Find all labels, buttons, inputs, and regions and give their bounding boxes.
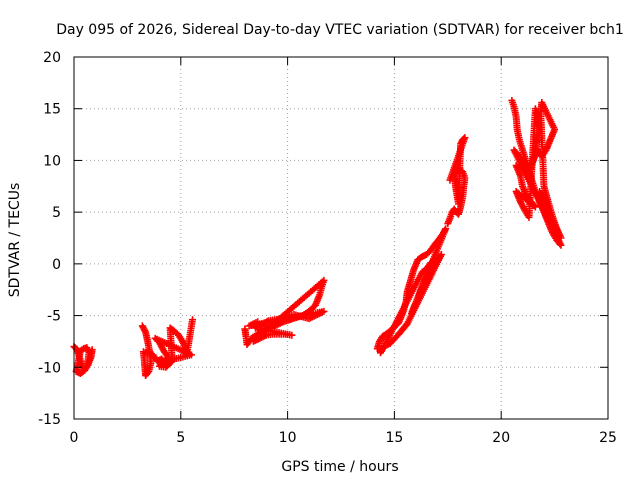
x-tick-label: 0 — [70, 430, 79, 446]
data-point — [446, 176, 454, 184]
chart-title: Day 095 of 2026, Sidereal Day-to-day VTE… — [56, 22, 624, 38]
y-tick-label: 5 — [52, 205, 61, 221]
x-tick-label: 10 — [279, 430, 297, 446]
data-point — [427, 259, 435, 267]
data-point — [189, 316, 197, 324]
y-tick-label: 10 — [43, 153, 61, 169]
data-point — [254, 318, 262, 326]
y-tick-label: -10 — [38, 360, 61, 376]
y-tick-label: -5 — [47, 309, 61, 325]
y-tick-label: 0 — [52, 257, 61, 273]
plot-frame — [73, 56, 609, 420]
data-point — [167, 358, 175, 366]
y-tick-label: 15 — [43, 102, 61, 118]
data-point — [548, 223, 556, 231]
x-tick-label: 25 — [599, 430, 617, 446]
x-tick-label: 20 — [492, 430, 510, 446]
x-tick-label: 15 — [385, 430, 403, 446]
y-axis-label: SDTVAR / TECUs — [7, 183, 23, 298]
x-axis-label: GPS time / hours — [281, 459, 398, 475]
grid — [74, 57, 608, 419]
data-point — [88, 346, 96, 354]
y-tick-label: -15 — [38, 412, 61, 428]
x-tick-label: 5 — [176, 430, 185, 446]
axis-ticks: 0 5 10 15 20 25 -15 -10 -5 0 5 10 15 20 — [38, 50, 617, 446]
y-tick-label: 20 — [43, 50, 61, 66]
data-points — [70, 96, 565, 380]
